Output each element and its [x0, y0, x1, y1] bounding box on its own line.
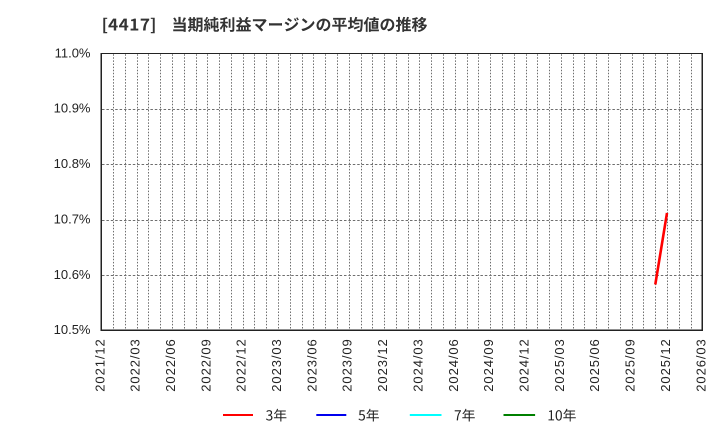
svg-text:2026/03: 2026/03 [693, 338, 708, 391]
svg-text:2025/06: 2025/06 [587, 338, 602, 391]
svg-text:2023/09: 2023/09 [340, 338, 355, 391]
svg-text:2021/12: 2021/12 [92, 338, 107, 391]
svg-text:2025/12: 2025/12 [658, 338, 673, 391]
svg-text:2025/09: 2025/09 [623, 338, 638, 391]
svg-text:10.8%: 10.8% [54, 156, 91, 171]
svg-text:2024/06: 2024/06 [446, 338, 461, 391]
svg-text:10.7%: 10.7% [54, 211, 91, 226]
svg-text:2022/03: 2022/03 [128, 338, 143, 391]
svg-text:10.5%: 10.5% [54, 322, 91, 337]
svg-text:2025/03: 2025/03 [552, 338, 567, 391]
svg-text:2022/12: 2022/12 [234, 338, 249, 391]
svg-text:2023/12: 2023/12 [375, 338, 390, 391]
svg-text:11.0%: 11.0% [55, 45, 91, 60]
svg-text:2022/09: 2022/09 [198, 338, 213, 391]
svg-text:2023/06: 2023/06 [304, 338, 319, 391]
svg-text:2022/06: 2022/06 [163, 338, 178, 391]
svg-text:2023/03: 2023/03 [269, 338, 284, 391]
svg-text:10.9%: 10.9% [54, 101, 91, 116]
svg-text:10.6%: 10.6% [54, 267, 91, 282]
svg-text:2024/03: 2024/03 [410, 338, 425, 391]
svg-text:2024/12: 2024/12 [517, 338, 532, 391]
svg-text:2024/09: 2024/09 [481, 338, 496, 391]
